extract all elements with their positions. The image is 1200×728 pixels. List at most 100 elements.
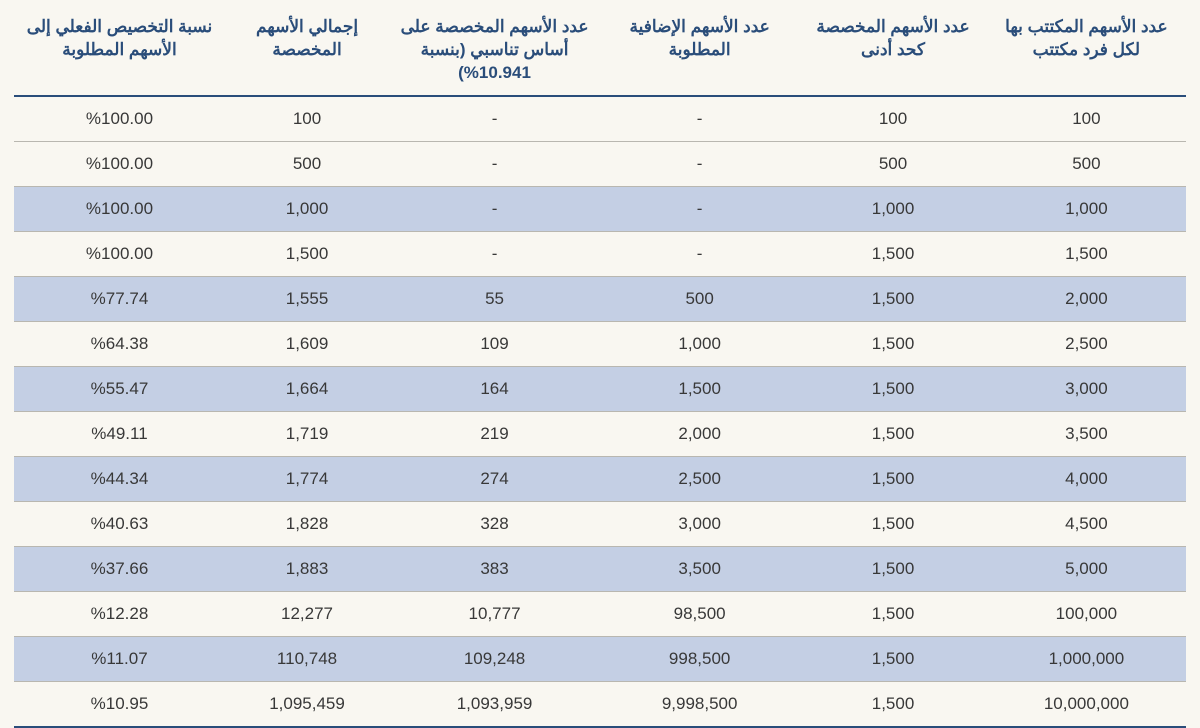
table-cell: - <box>389 96 600 142</box>
table-cell: - <box>600 96 799 142</box>
table-cell: 109,248 <box>389 636 600 681</box>
table-cell: 1,500 <box>799 636 987 681</box>
table-cell: 98,500 <box>600 591 799 636</box>
table-cell: 1,500 <box>225 231 389 276</box>
table-cell: 1,500 <box>799 456 987 501</box>
table-cell: %37.66 <box>14 546 225 591</box>
table-cell: %64.38 <box>14 321 225 366</box>
table-row: 3,0001,5001,5001641,664%55.47 <box>14 366 1186 411</box>
table-cell: - <box>600 141 799 186</box>
table-cell: - <box>389 141 600 186</box>
table-cell: 1,719 <box>225 411 389 456</box>
table-cell: %100.00 <box>14 96 225 142</box>
table-cell: 500 <box>600 276 799 321</box>
table-cell: 1,500 <box>799 366 987 411</box>
table-cell: 1,500 <box>987 231 1186 276</box>
table-cell: 1,500 <box>799 591 987 636</box>
table-cell: %77.74 <box>14 276 225 321</box>
table-header: عدد الأسهم المكتتب بها لكل فرد مكتتب عدد… <box>14 8 1186 96</box>
table-row: 1,5001,500--1,500%100.00 <box>14 231 1186 276</box>
table-cell: 3,500 <box>987 411 1186 456</box>
table-row: 500500--500%100.00 <box>14 141 1186 186</box>
table-cell: - <box>600 231 799 276</box>
table-cell: 1,500 <box>799 681 987 727</box>
table-cell: 4,000 <box>987 456 1186 501</box>
table-cell: 998,500 <box>600 636 799 681</box>
table-row: 10,000,0001,5009,998,5001,093,9591,095,4… <box>14 681 1186 727</box>
col-header-allocation-ratio: نسبة التخصيص الفعلي إلى الأسهم المطلوبة <box>14 8 225 96</box>
table-cell: 100 <box>987 96 1186 142</box>
table-cell: 1,000 <box>799 186 987 231</box>
table-cell: 3,000 <box>987 366 1186 411</box>
table-cell: 100 <box>799 96 987 142</box>
table-cell: 383 <box>389 546 600 591</box>
table-cell: %100.00 <box>14 231 225 276</box>
table-cell: 1,828 <box>225 501 389 546</box>
table-cell: 3,000 <box>600 501 799 546</box>
table-cell: %49.11 <box>14 411 225 456</box>
table-cell: 9,998,500 <box>600 681 799 727</box>
table-cell: 1,500 <box>799 231 987 276</box>
table-cell: 5,000 <box>987 546 1186 591</box>
table-cell: 1,000,000 <box>987 636 1186 681</box>
table-cell: 2,500 <box>600 456 799 501</box>
table-row: 2,0001,500500551,555%77.74 <box>14 276 1186 321</box>
table-cell: 1,093,959 <box>389 681 600 727</box>
table-cell: 2,000 <box>987 276 1186 321</box>
table-row: 1,0001,000--1,000%100.00 <box>14 186 1186 231</box>
table-cell: %11.07 <box>14 636 225 681</box>
table-cell: 1,500 <box>799 501 987 546</box>
table-cell: - <box>600 186 799 231</box>
table-row: 1,000,0001,500998,500109,248110,748%11.0… <box>14 636 1186 681</box>
table-row: 3,5001,5002,0002191,719%49.11 <box>14 411 1186 456</box>
table-cell: 2,500 <box>987 321 1186 366</box>
table-cell: 500 <box>987 141 1186 186</box>
table-cell: 274 <box>389 456 600 501</box>
col-header-additional-requested: عدد الأسهم الإضافية المطلوبة <box>600 8 799 96</box>
table-cell: 1,000 <box>987 186 1186 231</box>
table-cell: 1,500 <box>600 366 799 411</box>
table-cell: 1,664 <box>225 366 389 411</box>
table-cell: %40.63 <box>14 501 225 546</box>
table-cell: 1,500 <box>799 546 987 591</box>
allocation-table: عدد الأسهم المكتتب بها لكل فرد مكتتب عدد… <box>14 8 1186 728</box>
table-cell: 500 <box>799 141 987 186</box>
table-cell: 1,500 <box>799 321 987 366</box>
table-cell: %10.95 <box>14 681 225 727</box>
table-cell: 3,500 <box>600 546 799 591</box>
table-row: 4,0001,5002,5002741,774%44.34 <box>14 456 1186 501</box>
table-row: 100,0001,50098,50010,77712,277%12.28 <box>14 591 1186 636</box>
table-body: 100100--100%100.00500500--500%100.001,00… <box>14 96 1186 727</box>
table-cell: 1,555 <box>225 276 389 321</box>
table-cell: 219 <box>389 411 600 456</box>
table-cell: 12,277 <box>225 591 389 636</box>
table-cell: 2,000 <box>600 411 799 456</box>
table-cell: 1,500 <box>799 411 987 456</box>
table-cell: %100.00 <box>14 186 225 231</box>
table-cell: %12.28 <box>14 591 225 636</box>
table-row: 100100--100%100.00 <box>14 96 1186 142</box>
table-cell: 109 <box>389 321 600 366</box>
table-cell: 55 <box>389 276 600 321</box>
table-cell: %44.34 <box>14 456 225 501</box>
table-cell: 100,000 <box>987 591 1186 636</box>
table-cell: 1,500 <box>799 276 987 321</box>
col-header-total-allocated: إجمالي الأسهم المخصصة <box>225 8 389 96</box>
table-row: 2,5001,5001,0001091,609%64.38 <box>14 321 1186 366</box>
col-header-prorata-allocated: عدد الأسهم المخصصة على أساس تناسبي (بنسب… <box>389 8 600 96</box>
table-cell: 100 <box>225 96 389 142</box>
table-row: 5,0001,5003,5003831,883%37.66 <box>14 546 1186 591</box>
table-cell: 1,000 <box>600 321 799 366</box>
table-cell: 500 <box>225 141 389 186</box>
table-row: 4,5001,5003,0003281,828%40.63 <box>14 501 1186 546</box>
col-header-min-allocated: عدد الأسهم المخصصة كحد أدنى <box>799 8 987 96</box>
table-cell: 10,000,000 <box>987 681 1186 727</box>
table-cell: 10,777 <box>389 591 600 636</box>
table-cell: - <box>389 186 600 231</box>
table-cell: 4,500 <box>987 501 1186 546</box>
col-header-subscribed: عدد الأسهم المكتتب بها لكل فرد مكتتب <box>987 8 1186 96</box>
table-cell: 164 <box>389 366 600 411</box>
table-cell: %100.00 <box>14 141 225 186</box>
table-cell: 1,609 <box>225 321 389 366</box>
table-cell: 1,000 <box>225 186 389 231</box>
